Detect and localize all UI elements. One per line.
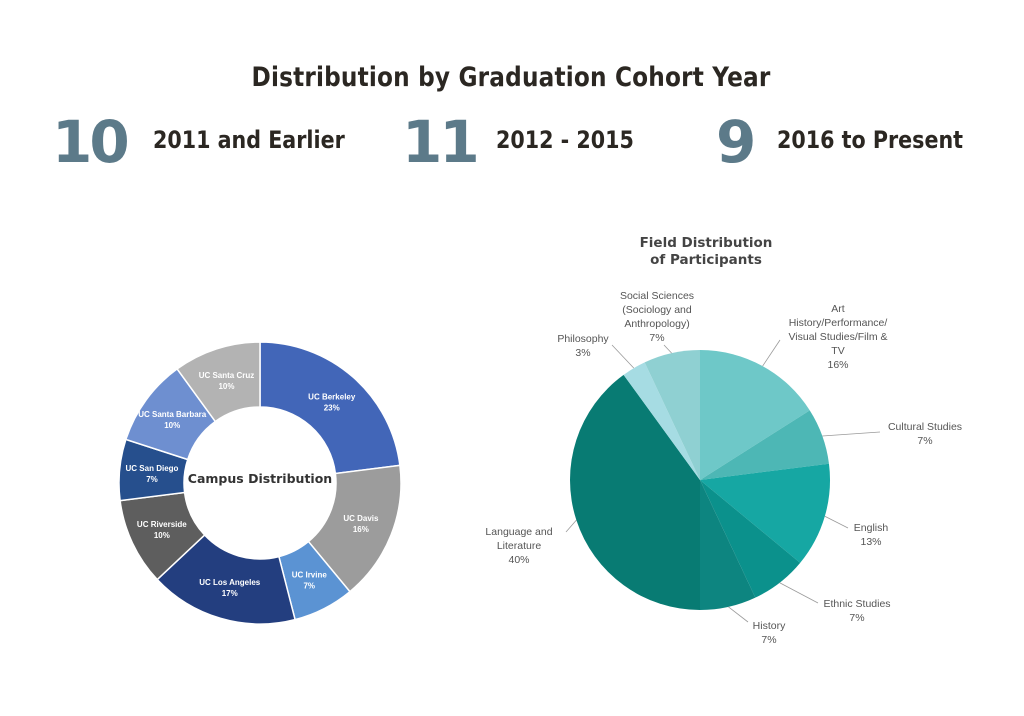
pie-slice-label: English: [854, 522, 889, 534]
field-pie-chart: Art History/Performance/Visual Studies/Fi…: [485, 290, 962, 646]
pie-slice-label: Visual Studies/Film &: [788, 331, 887, 343]
pie-slice-ethnic-studies: [700, 480, 801, 598]
donut-slice-value: 7%: [303, 582, 315, 591]
cohort-count: 11: [402, 108, 480, 176]
pie-slice-label: Art: [831, 303, 845, 315]
pie-leader-line: [824, 515, 849, 529]
pie-slice-history: [700, 480, 756, 610]
donut-slice-uc-santa-cruz: [176, 341, 261, 423]
pie-slice-philosophy: [623, 362, 700, 480]
donut-slice-label: UC San Diego: [126, 464, 179, 473]
pie-slice-cultural-studies: [700, 410, 829, 480]
pie-slice-label: Literature: [497, 540, 542, 552]
donut-slice-label: UC Riverside: [137, 520, 187, 529]
donut-slice-label: UC Santa Cruz: [199, 371, 255, 380]
pie-leader-line: [663, 344, 672, 354]
pie-leader-line: [762, 339, 781, 367]
pie-slice-label: History/Performance/: [789, 317, 888, 329]
donut-slice-uc-berkeley: [259, 341, 401, 475]
pie-slice-label: Anthropology): [624, 318, 689, 330]
cohort-label: 2012 - 2015: [496, 126, 634, 154]
pie-slice-label: History: [753, 620, 786, 632]
pie-leader-line: [822, 431, 881, 437]
pie-slice-value: 7%: [849, 612, 864, 624]
pie-slice-value: 3%: [575, 347, 590, 359]
pie-slice-label: Language and: [485, 526, 552, 538]
donut-slice-value: 16%: [353, 525, 369, 534]
donut-slice-value: 17%: [222, 589, 238, 598]
pie-chart-title: Field Distribution of Participants: [640, 235, 773, 268]
pie-slice-value: 7%: [917, 435, 932, 447]
pie-leader-line: [779, 582, 819, 604]
pie-title-line: of Participants: [650, 252, 762, 268]
donut-slice-label: UC Los Angeles: [199, 578, 261, 587]
pie-slice-label: Philosophy: [557, 333, 609, 345]
pie-slice-label: Social Sciences: [620, 290, 694, 302]
donut-slice-label: UC Irvine: [292, 571, 328, 580]
pie-slice-label: (Sociology and: [622, 304, 692, 316]
donut-slice-label: UC Santa Barbara: [138, 410, 207, 419]
pie-leader-line: [565, 519, 577, 533]
cohort-label: 2016 to Present: [777, 126, 964, 154]
donut-slice-value: 10%: [154, 531, 170, 540]
pie-slice-language-and-literature: [570, 374, 700, 610]
pie-slice-label: Cultural Studies: [888, 421, 962, 433]
donut-slice-value: 23%: [324, 404, 340, 413]
pie-leader-line: [611, 344, 635, 369]
donut-slice-label: UC Davis: [343, 514, 379, 523]
donut-slice-value: 10%: [164, 421, 180, 430]
donut-center-title: Campus Distribution: [188, 471, 332, 486]
pie-slice-art-history-performance-visual-studies-film-tv: [700, 350, 810, 480]
pie-slice-label: TV: [831, 345, 844, 357]
donut-slice-value: 7%: [146, 475, 158, 484]
pie-title-line: Field Distribution: [640, 235, 773, 251]
cohort-label: 2011 and Earlier: [153, 126, 345, 154]
donut-slice-value: 10%: [218, 382, 234, 391]
pie-slice-label: Ethnic Studies: [823, 598, 890, 610]
pie-slice-value: 40%: [508, 554, 529, 566]
pie-slice-value: 7%: [761, 634, 776, 646]
pie-slice-value: 7%: [649, 332, 664, 344]
cohort-count: 9: [716, 108, 756, 176]
pie-leader-line: [728, 606, 749, 623]
donut-slice-label: UC Berkeley: [308, 393, 356, 402]
campus-donut-chart: UC Berkeley 23% UC Davis 16% UC Irvine 7% UC L…: [118, 341, 402, 625]
cohort-count: 10: [52, 108, 130, 176]
pie-slice-value: 13%: [860, 536, 881, 548]
page-title: Distribution by Graduation Cohort Year: [251, 62, 771, 93]
pie-slice-social-sciences-sociology-and-anthropology: [644, 350, 700, 480]
pie-slice-value: 16%: [827, 359, 848, 371]
pie-slice-english: [700, 463, 830, 563]
